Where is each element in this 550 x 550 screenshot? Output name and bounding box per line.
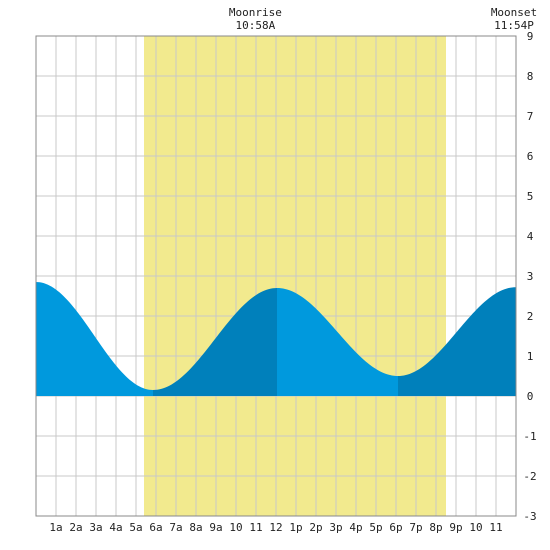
y-tick-label: 1 (527, 350, 534, 363)
x-tick-label: 6p (389, 521, 402, 534)
x-tick-label: 12 (269, 521, 282, 534)
x-tick-label: 2p (309, 521, 322, 534)
x-tick-label: 3p (329, 521, 342, 534)
x-tick-label: 5a (129, 521, 142, 534)
y-tick-label: 9 (527, 30, 534, 43)
y-tick-label: 7 (527, 110, 534, 123)
x-tick-label: 7a (169, 521, 182, 534)
y-tick-label: 5 (527, 190, 534, 203)
tide-area-falling (36, 282, 153, 396)
x-tick-label: 4a (109, 521, 122, 534)
x-tick-label: 1a (49, 521, 62, 534)
x-tick-label: 7p (409, 521, 422, 534)
x-tick-label: 11 (249, 521, 262, 534)
x-tick-label: 3a (89, 521, 102, 534)
y-tick-label: 0 (527, 390, 534, 403)
y-tick-label: -1 (523, 430, 536, 443)
y-tick-label: -2 (523, 470, 536, 483)
x-tick-labels: 1a 2a 3a 4a 5a 6a 7a 8a 9a 10 11 12 1p 2p 3p 4p 5p 6p 7p 8p… (49, 521, 502, 534)
x-tick-label: 9a (209, 521, 222, 534)
moon-event-time: 10:58A (236, 19, 276, 32)
x-tick-label: 9p (449, 521, 462, 534)
y-tick-label: 6 (527, 150, 534, 163)
tide-area-rising (398, 287, 516, 396)
plot-border (35, 35, 517, 517)
x-tick-label: 5p (369, 521, 382, 534)
x-tick-label: 4p (349, 521, 362, 534)
y-tick-labels: -3 -2 -1 0 1 2 3 4 5 6 7 8 9 (523, 30, 536, 523)
tide-area-falling (277, 288, 398, 396)
tide-area-rising (153, 288, 277, 396)
x-tick-label: 8a (189, 521, 202, 534)
y-tick-label: 2 (527, 310, 534, 323)
x-tick-label: 10 (469, 521, 482, 534)
x-tick-label: 1p (289, 521, 302, 534)
x-tick-label: 8p (429, 521, 442, 534)
grid-layer (36, 35, 516, 517)
moon-event-label: Moonrise (229, 6, 282, 19)
moon-event-time: 11:54P (494, 19, 534, 32)
x-tick-label: 2a (69, 521, 82, 534)
x-tick-label: 10 (229, 521, 242, 534)
x-tick-label: 11 (489, 521, 502, 534)
tide-area-layer (36, 282, 516, 396)
x-tick-label: 6a (149, 521, 162, 534)
moon-event-label: Moonset (491, 6, 537, 19)
y-tick-label: 3 (527, 270, 534, 283)
y-tick-label: 8 (527, 70, 534, 83)
y-tick-label: -3 (523, 510, 536, 523)
y-tick-label: 4 (527, 230, 534, 243)
